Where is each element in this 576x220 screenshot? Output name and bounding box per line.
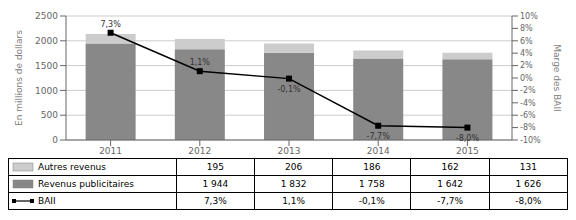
svg-text:2012: 2012 — [188, 146, 211, 156]
svg-text:4%: 4% — [520, 49, 533, 58]
svg-text:En millions de dollars: En millions de dollars — [14, 30, 24, 126]
svg-text:2500: 2500 — [35, 11, 58, 21]
svg-text:-10%: -10% — [520, 136, 541, 145]
html-text:7,3%: 7,3% — [203, 196, 227, 206]
html-text:Autres revenus: Autres revenus — [38, 161, 106, 172]
html-text:206: 206 — [285, 162, 303, 172]
svg-text:2%: 2% — [520, 61, 533, 70]
svg-text:1000: 1000 — [35, 86, 58, 96]
svg-text:1500: 1500 — [35, 61, 58, 71]
svg-text:1,1%: 1,1% — [190, 58, 211, 67]
svg-text:8%: 8% — [520, 24, 533, 33]
svg-text:2015: 2015 — [456, 146, 479, 156]
svg-text:0: 0 — [52, 135, 58, 145]
svg-text:2011: 2011 — [99, 146, 122, 156]
svg-text:-8%: -8% — [520, 123, 536, 132]
svg-text:-0,1%: -0,1% — [277, 85, 301, 94]
svg-text:-7,7%: -7,7% — [367, 132, 391, 141]
svg-text:2000: 2000 — [35, 36, 58, 46]
html-text:-7,7%: -7,7% — [437, 196, 464, 206]
html-text:-0,1%: -0,1% — [358, 196, 385, 206]
svg-text:7,3%: 7,3% — [100, 20, 121, 29]
svg-text:-8,0%: -8,0% — [456, 134, 480, 143]
svg-text:-4%: -4% — [520, 99, 536, 108]
html-text:195: 195 — [206, 162, 224, 172]
svg-text:6%: 6% — [520, 37, 533, 46]
html-text:162: 162 — [441, 162, 459, 172]
html-text:131: 131 — [519, 162, 537, 172]
html-text:1 626: 1 626 — [515, 179, 542, 189]
html-text:1 642: 1 642 — [437, 179, 463, 189]
html-text:186: 186 — [363, 162, 381, 172]
svg-text:2013: 2013 — [278, 146, 301, 156]
html-text:1 832: 1 832 — [280, 179, 307, 189]
svg-text:2014: 2014 — [367, 146, 390, 156]
svg-text:500: 500 — [41, 110, 58, 120]
html-text:-8,0%: -8,0% — [515, 196, 542, 206]
html-text:1,1%: 1,1% — [282, 196, 305, 206]
html-text:1 944: 1 944 — [202, 179, 229, 189]
html-text:1 758: 1 758 — [358, 179, 385, 189]
svg-text:Marge des BAII: Marge des BAII — [552, 44, 562, 111]
svg-text:-6%: -6% — [520, 111, 536, 120]
svg-text:0%: 0% — [520, 74, 533, 83]
svg-text:10%: 10% — [520, 12, 538, 21]
html-text:Revenus publicitaires: Revenus publicitaires — [38, 178, 135, 189]
svg-text:-2%: -2% — [520, 86, 536, 95]
html-text:BAII: BAII — [38, 195, 56, 206]
